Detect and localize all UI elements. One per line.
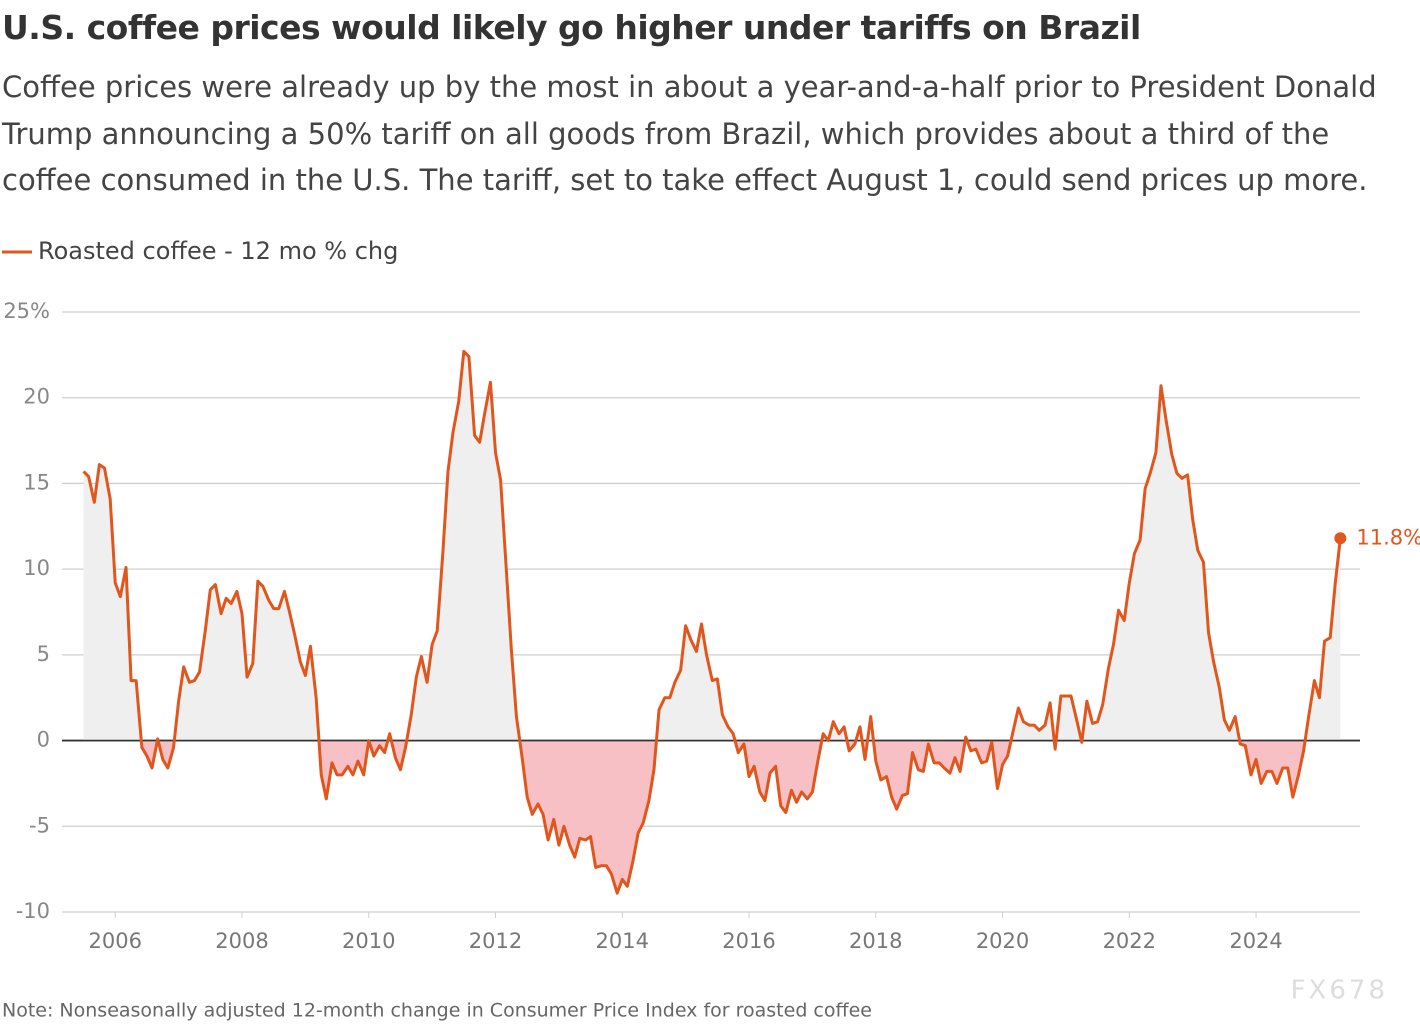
y-tick-label: -5: [29, 813, 50, 837]
y-tick-label: 5: [37, 642, 50, 666]
end-label: 11.8%: [1356, 525, 1420, 549]
x-tick-label: 2020: [976, 929, 1029, 953]
chart-title: U.S. coffee prices would likely go highe…: [2, 8, 1141, 47]
x-tick-label: 2010: [342, 929, 395, 953]
x-tick-label: 2022: [1103, 929, 1156, 953]
x-tick-label: 2024: [1229, 929, 1282, 953]
x-tick-label: 2016: [722, 929, 775, 953]
y-tick-label: 15: [23, 470, 50, 494]
end-point: [1334, 532, 1347, 545]
y-tick-label: 20: [23, 385, 50, 409]
y-tick-label: 25%: [3, 299, 50, 323]
y-tick-label: -10: [16, 899, 50, 923]
x-tick-label: 2008: [215, 929, 268, 953]
chart-subtitle: Coffee prices were already up by the mos…: [2, 70, 1377, 197]
area-above: [83, 351, 1341, 741]
x-tick-label: 2018: [849, 929, 902, 953]
x-tick-label: 2014: [596, 929, 649, 953]
legend-label: Roasted coffee - 12 mo % chg: [38, 237, 398, 265]
note: Note: Nonseasonally adjusted 12-month ch…: [2, 1000, 872, 1022]
x-tick-label: 2006: [89, 929, 142, 953]
line: [82, 349, 1342, 895]
y-tick-label: 10: [23, 556, 50, 580]
y-tick-label: 0: [37, 728, 50, 752]
watermark: FX678: [1291, 976, 1388, 1006]
x-tick-label: 2012: [469, 929, 522, 953]
